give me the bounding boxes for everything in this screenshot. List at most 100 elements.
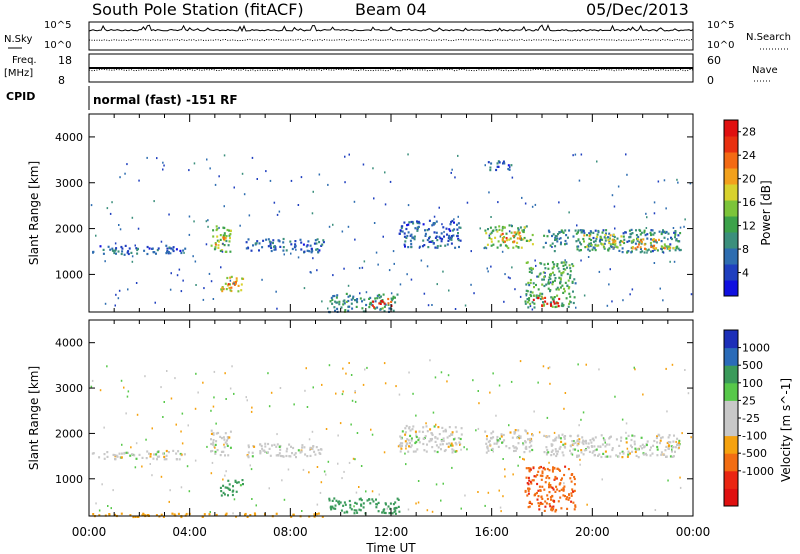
velocity-cell: [400, 437, 403, 440]
power-cell: [340, 306, 343, 309]
velocity-cell: [532, 479, 535, 482]
power-cell: [516, 241, 519, 244]
power-cell: [556, 240, 559, 243]
velocity-cell: [490, 437, 493, 440]
velocity-cell: [558, 436, 561, 439]
velocity-cell: [170, 397, 173, 400]
velocity-cell: [217, 431, 220, 435]
power-cell: [169, 252, 172, 255]
power-cell: [666, 245, 669, 248]
velocity-cell: [528, 479, 531, 482]
velocity-cell: [335, 499, 338, 502]
power-cell: [619, 243, 622, 247]
velocity-cell: [527, 476, 530, 479]
power-cell: [448, 238, 451, 241]
power-cell: [567, 305, 570, 308]
power-cell: [494, 236, 497, 239]
velocity-cell: [574, 504, 577, 507]
velocity-cell: [290, 515, 293, 518]
power-cell: [401, 230, 404, 233]
power-cell: [210, 244, 213, 247]
velocity-cell: [487, 440, 490, 443]
velocity-cell: [212, 405, 215, 408]
velocity-cell: [120, 452, 123, 455]
velocity-cell: [527, 438, 529, 441]
power-cell: [543, 278, 545, 281]
velocity-cell: [360, 465, 363, 467]
power-cell: [514, 231, 517, 234]
velocity-cell: [349, 506, 352, 509]
power-cell: [583, 294, 586, 297]
velocity-cell: [478, 402, 480, 405]
velocity-cell: [418, 430, 421, 433]
power-cell: [594, 244, 597, 247]
power-cell: [549, 290, 551, 293]
power-cell: [513, 240, 516, 243]
velocity-cell: [590, 441, 593, 444]
power-cell: [458, 245, 460, 249]
power-cell: [574, 153, 577, 156]
power-cell: [640, 241, 643, 244]
power-cell: [428, 219, 431, 222]
power-cell: [126, 251, 129, 254]
velocity-cell: [523, 451, 526, 454]
velocity-cell: [615, 454, 618, 457]
power-cell: [537, 297, 540, 300]
power-cell: [443, 230, 445, 233]
power-cell: [639, 229, 642, 232]
velocity-cell: [531, 479, 534, 482]
power-cell: [464, 304, 467, 307]
power-cell: [629, 293, 631, 296]
velocity-cell: [514, 431, 517, 434]
velocity-cell: [484, 430, 487, 433]
power-cell: [180, 290, 183, 293]
colorbar-swatch: [724, 216, 738, 233]
power-cell: [382, 293, 385, 296]
velocity-cell: [574, 441, 577, 444]
power-cell: [114, 304, 116, 307]
velocity-cell: [555, 485, 558, 488]
velocity-cell: [314, 453, 317, 456]
velocity-cell: [130, 446, 132, 449]
velocity-cell: [226, 444, 229, 447]
power-cell: [609, 243, 612, 246]
velocity-cell: [417, 438, 420, 442]
power-cell: [603, 246, 606, 249]
power-cell: [373, 222, 376, 224]
freq-traces: [88, 67, 694, 72]
velocity-cell: [281, 455, 284, 458]
velocity-cell: [431, 433, 434, 436]
velocity-cell: [214, 446, 216, 449]
velocity-cell: [561, 433, 564, 436]
power-cell: [639, 239, 642, 242]
velocity-cell: [631, 434, 634, 437]
velocity-cell: [518, 434, 521, 437]
velocity-cell: [502, 495, 504, 498]
power-cell: [587, 248, 590, 251]
velocity-cell: [591, 451, 594, 454]
power-cell: [630, 228, 633, 231]
velocity-cell: [664, 449, 667, 452]
power-cell: [664, 231, 667, 234]
velocity-cell: [337, 462, 339, 465]
power-cell: [276, 213, 279, 216]
velocity-cell: [212, 439, 215, 442]
velocity-cell: [492, 436, 495, 439]
power-cell: [675, 246, 678, 249]
velocity-cell: [625, 441, 628, 444]
power-cell: [388, 269, 391, 272]
velocity-cell: [529, 467, 532, 470]
power-cell: [446, 243, 449, 246]
power-cell: [428, 235, 431, 239]
power-cell: [219, 238, 222, 241]
power-cell: [612, 243, 615, 246]
power-cell: [222, 234, 225, 237]
velocity-cell: [592, 437, 595, 440]
velocity-cell: [576, 439, 579, 442]
power-cell: [489, 232, 492, 236]
power-cell: [628, 236, 631, 239]
power-cell: [137, 227, 140, 230]
power-cell: [227, 283, 230, 286]
power-cell: [272, 241, 274, 245]
power-cell: [555, 288, 558, 291]
